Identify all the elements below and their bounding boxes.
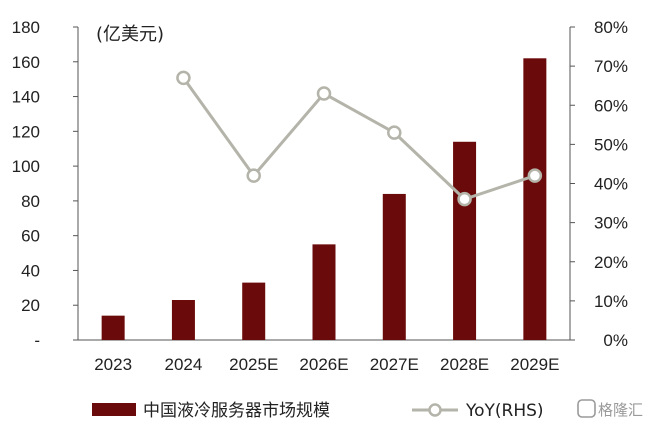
legend-bar-label: 中国液冷服务器市场规模 xyxy=(143,401,330,421)
x-tick-label: 2029E xyxy=(510,355,559,374)
bar-2023 xyxy=(101,315,125,340)
left-tick-label: - xyxy=(34,331,40,350)
right-tick-label: 20% xyxy=(594,253,628,272)
right-axis-ticks: 0% 10% 20% 30% 40% 50% 60% 70% 80% xyxy=(570,18,628,350)
left-tick-label: 60 xyxy=(21,227,40,246)
watermark-text: 格隆汇 xyxy=(598,401,643,419)
left-tick-label: 160 xyxy=(12,53,40,72)
left-axis-ticks: - 20 40 60 80 100 120 140 160 180 xyxy=(12,18,78,350)
right-tick-label: 10% xyxy=(594,292,628,311)
yoy-point-2024 xyxy=(176,70,191,86)
bar-2024 xyxy=(171,300,195,340)
right-tick-label: 30% xyxy=(594,214,628,233)
legend-line-label: YoY(RHS) xyxy=(465,401,544,421)
legend: 中国液冷服务器市场规模 YoY(RHS) xyxy=(92,401,544,421)
bar-series xyxy=(101,58,547,341)
left-tick-label: 120 xyxy=(12,122,40,141)
watermark: 格隆汇 xyxy=(577,399,643,419)
right-tick-label: 40% xyxy=(594,175,628,194)
left-tick-label: 140 xyxy=(12,88,40,107)
unit-label: (亿美元) xyxy=(96,24,164,45)
right-tick-label: 0% xyxy=(603,331,628,350)
left-tick-label: 180 xyxy=(12,18,40,37)
right-tick-label: 50% xyxy=(594,135,628,154)
yoy-point-2029E xyxy=(527,168,543,183)
bar-2026E xyxy=(312,244,336,340)
legend-line-marker xyxy=(428,403,442,417)
bar-2025E xyxy=(242,282,266,340)
bar-2027E xyxy=(382,193,406,340)
x-tick-label: 2025E xyxy=(229,355,278,374)
x-tick-label: 2026E xyxy=(299,355,348,374)
yoy-point-2028E xyxy=(457,191,472,207)
line-series xyxy=(176,70,543,207)
left-tick-label: 20 xyxy=(21,296,40,315)
x-tick-label: 2023 xyxy=(94,355,132,374)
watermark-logo-icon xyxy=(577,399,596,418)
right-tick-label: 60% xyxy=(594,96,628,115)
yoy-point-2027E xyxy=(387,125,402,140)
bar-2028E xyxy=(453,141,477,340)
left-tick-label: 40 xyxy=(21,261,40,280)
yoy-point-2025E xyxy=(246,168,261,183)
yoy-point-2026E xyxy=(316,86,332,101)
x-tick-label: 2024 xyxy=(165,355,203,374)
x-tick-label: 2027E xyxy=(370,355,419,374)
right-tick-label: 80% xyxy=(594,18,628,37)
x-tick-label: 2028E xyxy=(440,355,489,374)
yoy-line xyxy=(182,76,536,201)
bar-2029E xyxy=(523,58,547,341)
right-tick-label: 70% xyxy=(594,57,628,76)
legend-bar-swatch xyxy=(92,403,136,416)
left-tick-label: 80 xyxy=(21,192,40,211)
left-tick-label: 100 xyxy=(12,157,40,176)
x-axis-labels: 2023 2024 2025E 2026E 2027E 2028E 2029E xyxy=(94,355,559,374)
